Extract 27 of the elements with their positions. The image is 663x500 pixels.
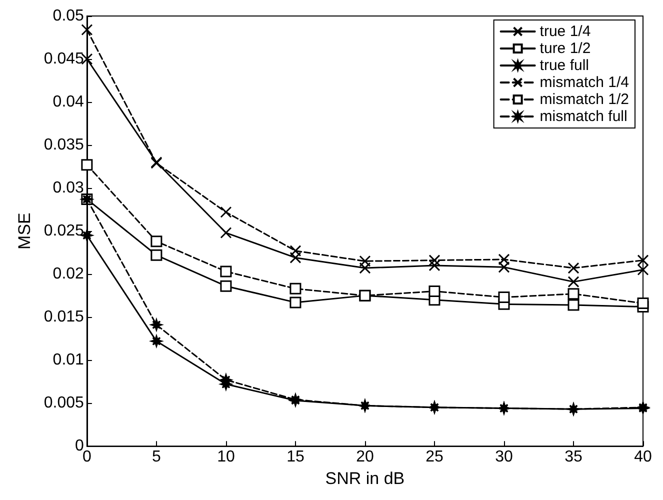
x-tick-label: 20 (356, 448, 374, 466)
y-tick-label: 0.005 (44, 394, 84, 412)
x-tick-label: 5 (152, 448, 161, 466)
legend-label: mismatch full (540, 108, 628, 125)
y-axis-title: MSE (15, 212, 34, 250)
y-tick-label: 0.045 (44, 50, 84, 68)
legend-label: mismatch 1/4 (540, 74, 630, 91)
y-tick-label: 0.02 (52, 266, 84, 283)
y-tick-label: 0.01 (52, 352, 84, 369)
y-tick-label: 0.035 (44, 136, 84, 154)
y-tick-label: 0.04 (52, 94, 84, 111)
x-tick-label: 25 (426, 448, 444, 466)
x-tick-label: 40 (634, 448, 652, 466)
legend-label: true full (540, 57, 590, 74)
legend-label: ture 1/2 (540, 40, 591, 57)
y-tick-label: 0 (75, 438, 84, 455)
x-tick-label: 10 (217, 448, 235, 466)
legend-label: mismatch 1/2 (540, 91, 630, 108)
y-tick-label: 0.025 (44, 222, 84, 240)
x-tick-label: 30 (495, 448, 513, 466)
y-tick-label: 0.05 (52, 8, 84, 24)
x-tick-label: 35 (564, 448, 582, 466)
y-tick-label: 0.015 (44, 308, 84, 326)
x-axis-title: SNR in dB (325, 469, 405, 488)
y-tick-label: 0.03 (52, 180, 84, 197)
x-tick-label: 15 (286, 448, 304, 466)
legend-label: true 1/4 (540, 23, 591, 40)
